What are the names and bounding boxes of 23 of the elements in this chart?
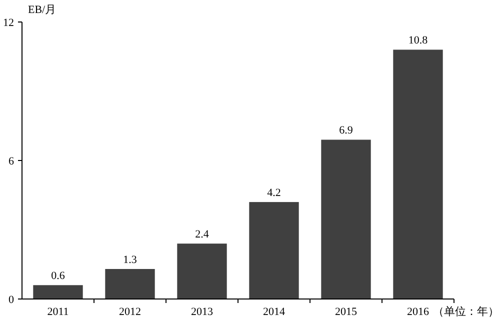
data-label: 4.2 bbox=[267, 187, 281, 200]
x-tick-label: 2012 bbox=[119, 306, 141, 318]
data-label: 6.9 bbox=[339, 124, 354, 137]
bar bbox=[249, 202, 299, 299]
bar bbox=[321, 140, 371, 299]
x-tick-label: 2016 bbox=[407, 306, 430, 318]
y-tick-label: 0 bbox=[8, 294, 14, 306]
x-tick-label: 2014 bbox=[263, 306, 286, 318]
x-tick-label: 2011 bbox=[47, 306, 69, 318]
x-tick-label: 2013 bbox=[191, 306, 214, 318]
bar bbox=[177, 244, 227, 299]
y-tick-label: 12 bbox=[3, 17, 14, 29]
bar bbox=[33, 285, 83, 299]
data-label: 0.6 bbox=[51, 270, 66, 282]
bar bbox=[105, 268, 155, 299]
x-axis-title: （单位：年） bbox=[433, 305, 499, 318]
bar bbox=[393, 50, 443, 299]
data-label: 2.4 bbox=[195, 228, 210, 241]
y-axis-title: EB/月 bbox=[28, 4, 56, 16]
data-label: 1.3 bbox=[123, 254, 138, 266]
y-tick-label: 6 bbox=[8, 156, 14, 168]
x-tick-label: 2015 bbox=[335, 306, 358, 318]
data-label: 10.8 bbox=[408, 34, 428, 47]
